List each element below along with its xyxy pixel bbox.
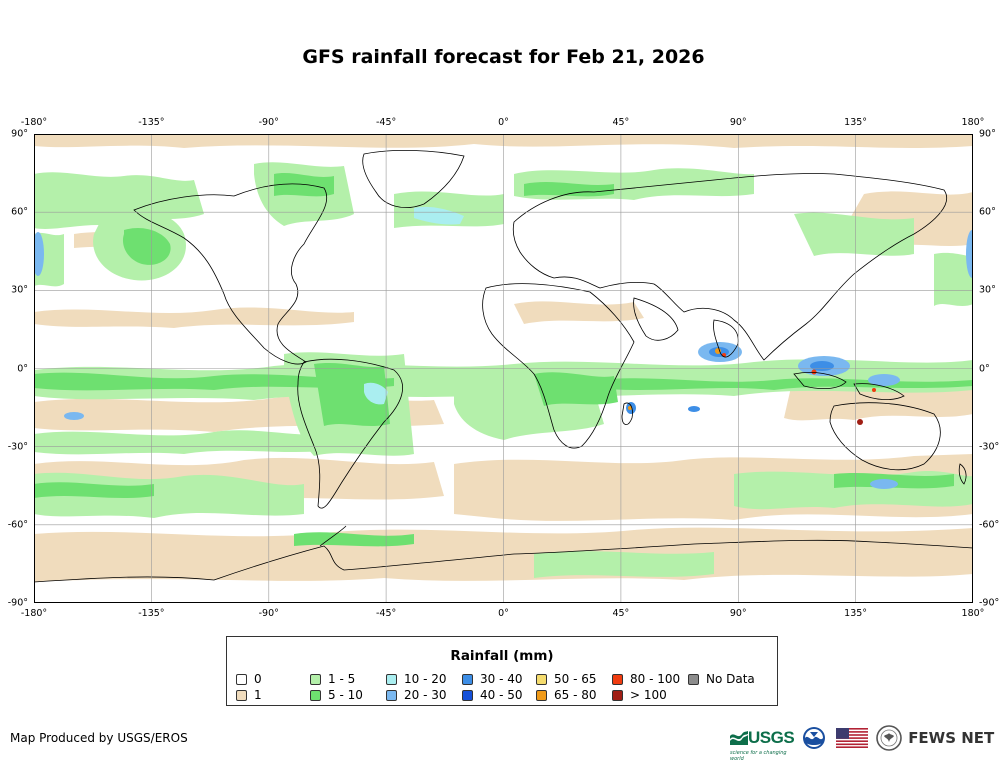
rain-class-10-20 <box>364 206 464 405</box>
rainfall-map <box>34 134 973 603</box>
legend-label: 1 <box>254 688 262 702</box>
legend-swatch <box>536 689 547 701</box>
lon-tick-label-top: -135° <box>138 117 165 128</box>
noaa-logo-icon <box>803 727 826 749</box>
legend-swatch <box>386 689 397 701</box>
lon-tick-label-top: -90° <box>258 117 279 128</box>
map-frame <box>34 134 973 603</box>
legend-item: 65 - 80 <box>536 688 597 702</box>
legend-label: 10 - 20 <box>404 672 447 686</box>
logo-strip: USGS science for a changing world FEWS N… <box>730 723 995 762</box>
legend-item: 80 - 100 <box>612 672 680 686</box>
lon-tick-label-bottom: -90° <box>258 608 279 619</box>
usgs-wave-icon <box>730 731 748 745</box>
legend-swatch <box>236 673 247 685</box>
lat-tick-label-left: -30° <box>7 441 28 453</box>
lon-tick-label-bottom: 90° <box>729 608 747 619</box>
lat-tick-label-right: -30° <box>979 441 1000 453</box>
legend-item: 50 - 65 <box>536 672 597 686</box>
usgs-tagline: science for a changing world <box>730 750 787 762</box>
legend-swatch <box>462 673 473 685</box>
legend-label: 1 - 5 <box>328 672 356 686</box>
lon-tick-label-bottom: -135° <box>138 608 165 619</box>
legend-label: 20 - 30 <box>404 688 447 702</box>
lat-tick-label-left: 30° <box>11 284 28 296</box>
legend: Rainfall (mm) 0 1 1 - 5 5 - 10 10 - 20 20 - 3… <box>226 636 778 706</box>
lat-tick-label-right: 90° <box>979 128 996 140</box>
legend-swatch <box>462 689 473 701</box>
lat-tick-label-right: 0° <box>979 363 990 374</box>
usgs-logo-text: USGS <box>748 728 795 747</box>
lat-tick-label-right: 60° <box>979 206 996 218</box>
legend-item: 0 <box>236 672 262 686</box>
legend-label: 30 - 40 <box>480 672 523 686</box>
legend-item: 20 - 30 <box>386 688 447 702</box>
lon-tick-label-bottom: 135° <box>844 608 868 619</box>
legend-item: 1 - 5 <box>310 672 355 686</box>
legend-swatch <box>612 673 623 685</box>
legend-item: 5 - 10 <box>310 688 363 702</box>
legend-swatch <box>612 689 623 701</box>
rain-class-heavy <box>628 348 876 425</box>
legend-item: 40 - 50 <box>462 688 523 702</box>
coastlines <box>34 150 973 583</box>
map-title: GFS rainfall forecast for Feb 21, 2026 <box>302 46 705 68</box>
rain-class-5-10 <box>34 173 973 547</box>
lat-tick-label-left: -90° <box>7 597 28 609</box>
legend-label: 80 - 100 <box>630 672 681 686</box>
legend-item: 30 - 40 <box>462 672 523 686</box>
legend-swatch <box>536 673 547 685</box>
lon-tick-label-top: -180° <box>20 117 48 128</box>
legend-swatch <box>310 673 321 685</box>
lon-tick-label-top: 135° <box>844 117 868 128</box>
legend-label: 40 - 50 <box>480 688 523 702</box>
legend-label: 5 - 10 <box>328 688 363 702</box>
legend-item: > 100 <box>612 688 667 702</box>
lat-tick-label-right: 30° <box>979 284 996 296</box>
usgs-logo: USGS science for a changing world <box>730 728 795 762</box>
legend-label: 65 - 80 <box>554 688 597 702</box>
lon-tick-label-top: -45° <box>375 117 397 128</box>
lat-tick-label-left: 0° <box>17 363 28 374</box>
legend-swatch <box>310 689 321 701</box>
graticule <box>34 134 973 603</box>
lon-tick-label-bottom: 0° <box>498 608 509 619</box>
lon-tick-label-bottom: 180° <box>961 608 985 619</box>
lon-tick-label-bottom: 45° <box>612 608 630 619</box>
legend-swatch <box>688 673 699 685</box>
lon-tick-label-top: 45° <box>612 117 630 128</box>
lon-tick-label-bottom: -45° <box>375 608 397 619</box>
legend-label: 0 <box>254 672 262 686</box>
legend-swatch <box>236 689 247 701</box>
legend-title: Rainfall (mm) <box>450 648 554 664</box>
credit-text: Map Produced by USGS/EROS <box>10 731 188 745</box>
lat-tick-label-left: 90° <box>11 128 28 140</box>
legend-item: 1 <box>236 688 262 702</box>
state-department-seal-icon <box>876 725 902 751</box>
legend-item: 10 - 20 <box>386 672 447 686</box>
legend-swatch <box>386 673 397 685</box>
legend-item: No Data <box>688 672 755 686</box>
legend-label: > 100 <box>630 688 667 702</box>
fews-net-logo: FEWS NET <box>908 729 995 747</box>
lat-tick-label-right: -90° <box>979 597 1000 609</box>
lon-tick-label-top: 90° <box>729 117 747 128</box>
lat-tick-label-left: 60° <box>11 206 28 218</box>
lon-tick-label-top: 180° <box>961 117 985 128</box>
lat-tick-label-left: -60° <box>7 519 28 531</box>
legend-label: No Data <box>706 672 755 686</box>
lat-tick-label-right: -60° <box>979 519 1000 531</box>
us-flag-icon <box>836 728 869 748</box>
lon-tick-label-bottom: -180° <box>20 608 48 619</box>
legend-label: 50 - 65 <box>554 672 597 686</box>
lon-tick-label-top: 0° <box>498 117 509 128</box>
